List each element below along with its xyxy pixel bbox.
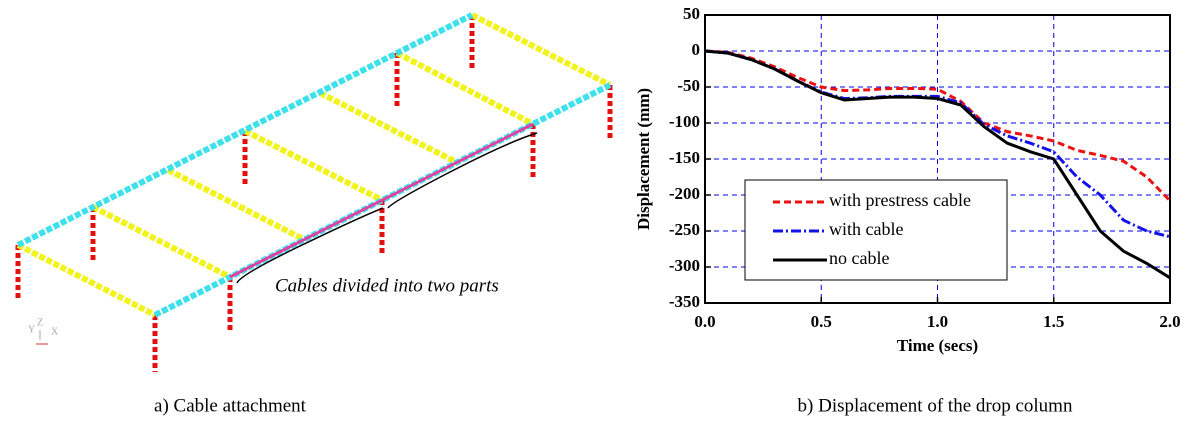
y-tick-label: -250 (669, 220, 700, 239)
y-tick-label: -200 (669, 184, 700, 203)
x-axis-title: Time (secs) (897, 336, 978, 355)
cross-beams (18, 15, 610, 315)
y-axis-title: Displacement (mm) (634, 88, 653, 230)
frame-diagram: Cables divided into two parts Y Z X (18, 15, 610, 372)
caption: b) Displacement of the drop column (798, 395, 1073, 416)
x-tick-label: 1.0 (927, 312, 948, 331)
legend-label: with prestress cable (829, 190, 971, 210)
triad-label: Y (28, 324, 35, 335)
triad-label: Z (37, 317, 43, 328)
annotation: Cables divided into two parts (275, 275, 499, 296)
columns (18, 15, 610, 372)
y-tick-label: -300 (669, 256, 700, 275)
y-tick-label: -100 (669, 112, 700, 131)
x-tick-label: 1.5 (1043, 312, 1064, 331)
y-tick-label: -50 (677, 76, 700, 95)
y-tick-label: 0 (692, 40, 701, 59)
legend-label: with cable (829, 219, 903, 239)
caption: a) Cable attachment (154, 395, 307, 416)
legend-label: no cable (829, 248, 889, 268)
y-tick-label: -350 (669, 292, 700, 311)
figure: Cables divided into two parts Y Z X a) C… (0, 0, 1195, 434)
x-tick-label: 0.0 (694, 312, 715, 331)
x-tick-label: 2.0 (1159, 312, 1180, 331)
triad-label: X (51, 326, 59, 337)
axis-triad: Y Z X (28, 317, 59, 344)
x-tick-label: 0.5 (811, 312, 832, 331)
y-tick-label: -150 (669, 148, 700, 167)
brace (237, 133, 537, 283)
y-tick-label: 50 (683, 4, 700, 23)
